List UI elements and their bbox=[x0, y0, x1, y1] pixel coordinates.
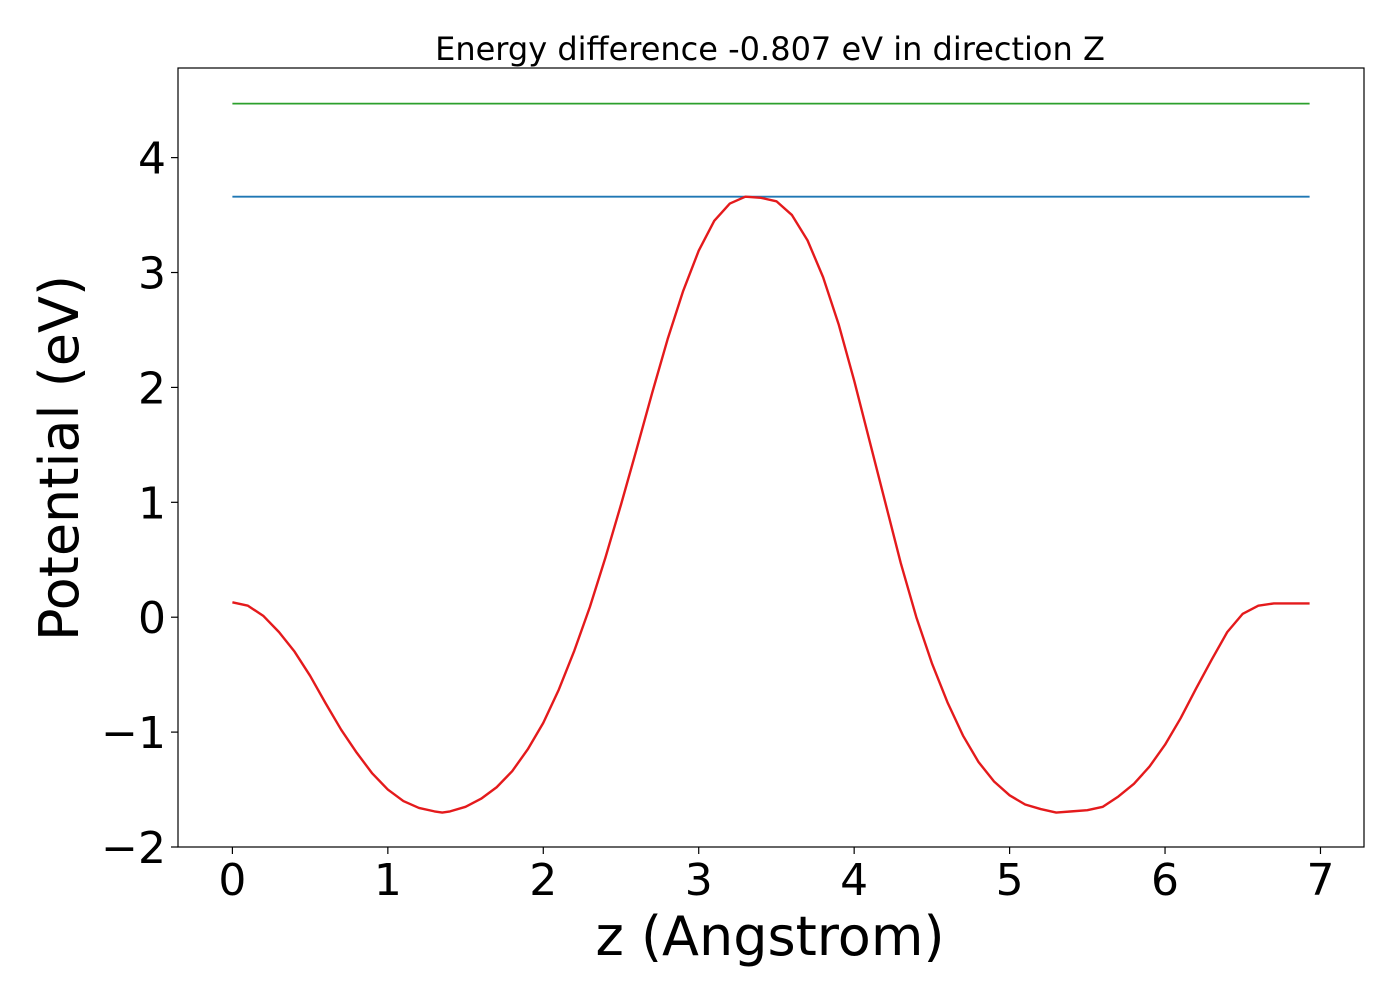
y-tick-label: 4 bbox=[138, 134, 166, 185]
x-tick-label: 7 bbox=[1306, 855, 1334, 906]
x-tick-label: 2 bbox=[529, 855, 557, 906]
x-tick-label: 6 bbox=[1151, 855, 1179, 906]
x-tick-label: 1 bbox=[374, 855, 402, 906]
plot-frame bbox=[177, 67, 1365, 848]
x-tick-label: 0 bbox=[218, 855, 246, 906]
y-axis-label: Potential (eV) bbox=[28, 275, 91, 641]
x-tick-label: 3 bbox=[685, 855, 713, 906]
axis-ticks: 0 1 2 3 4 5 6 7 −2 −1 0 1 2 3 4 bbox=[101, 134, 1334, 906]
x-tick-label: 5 bbox=[996, 855, 1024, 906]
y-tick-label: −1 bbox=[101, 708, 166, 759]
y-tick-label: −2 bbox=[101, 823, 166, 874]
y-tick-label: 0 bbox=[138, 593, 166, 644]
series-line-2 bbox=[232, 195, 1310, 814]
chart-title: Energy difference -0.807 eV in direction… bbox=[435, 30, 1105, 68]
x-tick-label: 4 bbox=[840, 855, 868, 906]
y-tick-label: 1 bbox=[138, 478, 166, 529]
plot-area bbox=[232, 102, 1310, 814]
y-tick-label: 3 bbox=[138, 249, 166, 300]
x-axis-label: z (Angstrom) bbox=[595, 905, 944, 968]
y-tick-label: 2 bbox=[138, 363, 166, 414]
